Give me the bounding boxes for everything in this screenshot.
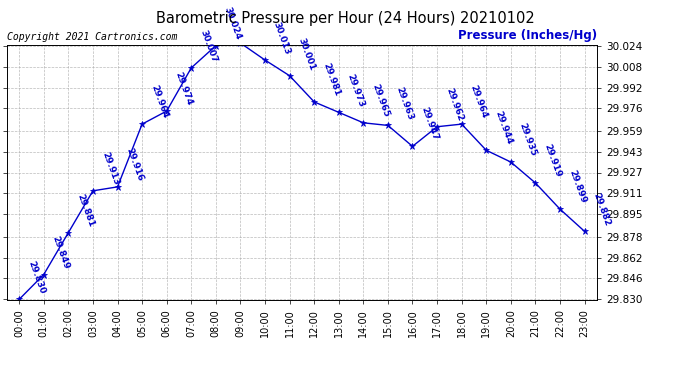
Text: 29.944: 29.944 (493, 110, 513, 146)
Text: 29.881: 29.881 (75, 193, 96, 228)
Text: 29.962: 29.962 (444, 87, 464, 123)
Text: 29.964: 29.964 (469, 84, 489, 120)
Text: 29.935: 29.935 (518, 122, 538, 158)
Text: 29.882: 29.882 (591, 192, 612, 227)
Text: 29.973: 29.973 (346, 72, 366, 108)
Text: 29.849: 29.849 (51, 234, 71, 270)
Text: Barometric Pressure per Hour (24 Hours) 20210102: Barometric Pressure per Hour (24 Hours) … (156, 11, 534, 26)
Text: 30.026: 30.026 (0, 374, 1, 375)
Text: Copyright 2021 Cartronics.com: Copyright 2021 Cartronics.com (7, 33, 177, 42)
Text: 29.965: 29.965 (371, 83, 391, 118)
Text: 29.981: 29.981 (321, 62, 342, 98)
Text: 30.007: 30.007 (198, 28, 219, 64)
Text: 29.916: 29.916 (124, 147, 145, 183)
Text: 29.913: 29.913 (100, 151, 120, 187)
Text: 29.919: 29.919 (542, 143, 563, 179)
Text: 30.013: 30.013 (272, 21, 292, 56)
Text: Pressure (Inches/Hg): Pressure (Inches/Hg) (457, 30, 597, 42)
Text: 29.974: 29.974 (174, 71, 194, 107)
Text: 29.963: 29.963 (395, 86, 415, 121)
Text: 30.024: 30.024 (223, 6, 243, 42)
Text: 29.947: 29.947 (420, 106, 440, 142)
Text: 30.001: 30.001 (297, 36, 317, 72)
Text: 29.964: 29.964 (149, 84, 170, 120)
Text: 29.830: 29.830 (26, 260, 46, 295)
Text: 29.899: 29.899 (567, 169, 587, 205)
